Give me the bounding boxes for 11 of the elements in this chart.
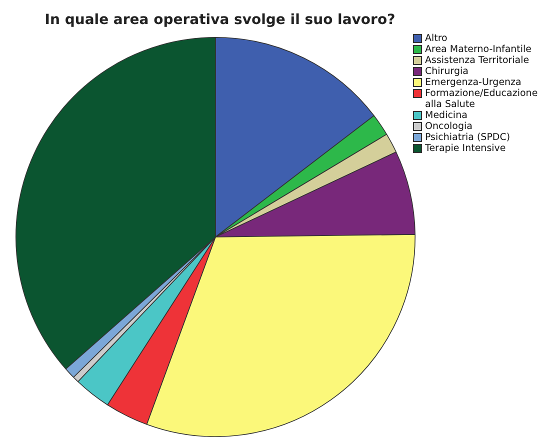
legend-label: Psichiatria (SPDC) (425, 132, 510, 143)
legend-label: Medicina (425, 110, 468, 121)
legend-label: Chirurgia (425, 66, 468, 77)
legend-label: Formazione/Educazione alla Salute (425, 88, 539, 110)
legend-label: Emergenza-Urgenza (425, 77, 522, 88)
legend-label: Terapie Intensive (425, 143, 506, 154)
chart-title: In quale area operativa svolge il suo lavoro? (44, 12, 396, 28)
legend-label: Assistenza Territoriale (425, 55, 530, 66)
legend-label: Oncologia (425, 121, 472, 132)
legend-label: Area Materno-Infantile (425, 44, 532, 55)
legend-label: Altro (425, 33, 448, 44)
